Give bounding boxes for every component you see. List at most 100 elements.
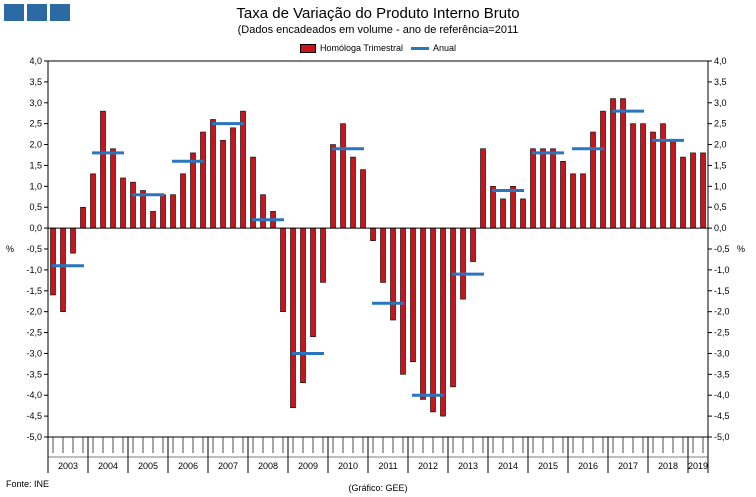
bar: [620, 98, 626, 229]
bar: [240, 110, 246, 229]
bar: [110, 148, 116, 229]
bar: [550, 148, 556, 229]
header-square: [4, 4, 24, 21]
y-tick-label-right: -1,0: [714, 265, 730, 275]
bar: [120, 177, 126, 229]
bar: [490, 186, 496, 229]
header-square: [27, 4, 47, 21]
y-tick-label-right: 1,5: [714, 160, 727, 170]
legend-swatch-line: [411, 46, 429, 50]
y-tick-label-left: 0,5: [29, 202, 42, 212]
y-tick-label-right: 0,5: [714, 202, 727, 212]
bar: [460, 227, 466, 300]
bar: [360, 169, 366, 229]
x-year-label: 2003: [58, 461, 78, 471]
x-year-label: 2012: [418, 461, 438, 471]
x-year-label: 2006: [178, 461, 198, 471]
bar: [430, 227, 436, 413]
legend-label-line: Anual: [433, 43, 457, 53]
x-year-label: 2016: [578, 461, 598, 471]
y-tick-label-right: -5,0: [714, 432, 730, 442]
bar: [280, 227, 286, 312]
bar: [640, 123, 646, 229]
bar: [130, 181, 136, 229]
y-tick-label-left: 1,5: [29, 160, 42, 170]
bar: [590, 131, 596, 229]
y-tick-label-left: 3,0: [29, 98, 42, 108]
y-tick-label-left: -1,5: [26, 286, 42, 296]
y-tick-label-right: -3,0: [714, 348, 730, 358]
bar: [470, 227, 476, 262]
chart-legend: Homóloga Trimestral Anual: [0, 43, 756, 53]
x-year-label: 2008: [258, 461, 278, 471]
y-tick-label-left: -1,0: [26, 265, 42, 275]
bar: [500, 198, 506, 229]
bar: [300, 227, 306, 383]
y-tick-label-right: -2,0: [714, 307, 730, 317]
y-tick-label-right: -2,5: [714, 328, 730, 338]
plot-frame: [47, 60, 709, 438]
bar: [250, 156, 256, 229]
bar: [180, 173, 186, 229]
y-tick-label-left: -4,5: [26, 411, 42, 421]
bar: [680, 156, 686, 229]
y-tick-label-right: 4,0: [714, 56, 727, 66]
y-tick-label-right: 0,0: [714, 223, 727, 233]
y-tick-label-left: -4,0: [26, 390, 42, 400]
y-tick-label-right: -0,5: [714, 244, 730, 254]
bar: [570, 173, 576, 229]
bar: [510, 186, 516, 229]
bar: [560, 160, 566, 229]
legend-item-line: Anual: [411, 43, 456, 53]
y-tick-label-right: -4,5: [714, 411, 730, 421]
bar: [530, 148, 536, 229]
bar: [700, 152, 706, 229]
bar: [90, 173, 96, 229]
x-year-label: 2018: [658, 461, 678, 471]
bar: [320, 227, 326, 283]
bar: [420, 227, 426, 400]
legend-swatch-bars: [299, 43, 316, 53]
chart-credit: (Gráfico: GEE): [348, 483, 408, 493]
y-tick-label-left: -5,0: [26, 432, 42, 442]
bar: [600, 110, 606, 229]
bar: [580, 173, 586, 229]
y-tick-label-left: -3,0: [26, 348, 42, 358]
bar: [330, 144, 336, 229]
x-year-label: 2017: [618, 461, 638, 471]
y-tick-label-left: -2,5: [26, 328, 42, 338]
bar: [480, 148, 486, 229]
bar: [310, 227, 316, 338]
bar: [610, 98, 616, 229]
legend-label-bars: Homóloga Trimestral: [319, 43, 403, 53]
bar: [540, 148, 546, 229]
y-tick-label-left: 4,0: [29, 56, 42, 66]
bar: [150, 211, 156, 229]
bar: [210, 119, 216, 229]
y-tick-label-right: 3,0: [714, 98, 727, 108]
bar: [340, 123, 346, 229]
bar: [650, 131, 656, 229]
y-tick-label-left: 2,0: [29, 140, 42, 150]
x-year-label: 2009: [298, 461, 318, 471]
x-year-label: 2005: [138, 461, 158, 471]
chart-title: Taxa de Variação do Produto Interno Brut…: [236, 5, 520, 22]
y-tick-label-right: -4,0: [714, 390, 730, 400]
bar: [370, 227, 376, 241]
header-square: [50, 4, 70, 21]
bar: [220, 140, 226, 229]
bar: [290, 227, 296, 409]
bar: [670, 140, 676, 229]
bar: [630, 123, 636, 229]
bar: [350, 156, 356, 229]
y-tick-label-right: 2,5: [714, 119, 727, 129]
y-axis-label-left: %: [6, 244, 14, 254]
bar: [70, 227, 76, 254]
bar: [160, 194, 166, 229]
x-year-label: 2014: [498, 461, 518, 471]
bar: [100, 110, 106, 229]
y-tick-label-left: 3,5: [29, 77, 42, 87]
bar: [200, 131, 206, 229]
bar: [170, 194, 176, 229]
